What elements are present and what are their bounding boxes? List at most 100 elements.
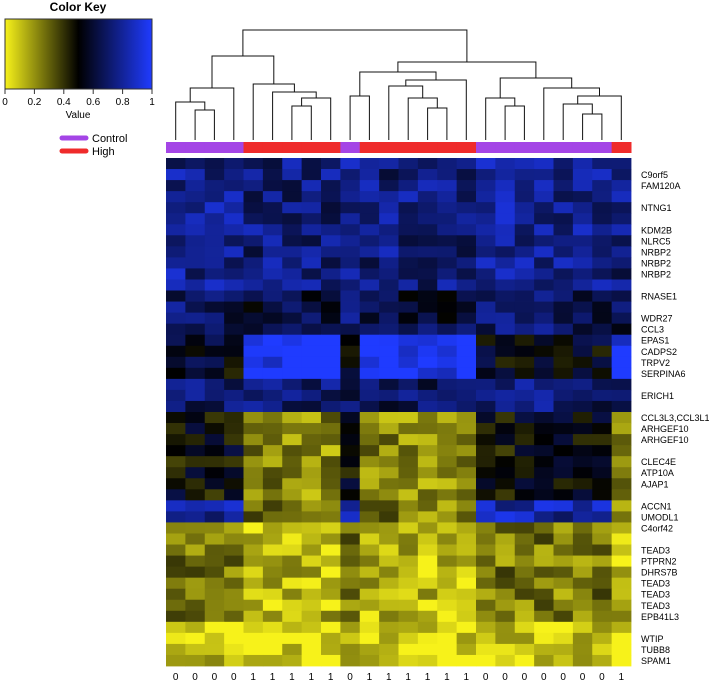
heatmap-cell [204, 544, 225, 556]
heatmap-cell [224, 621, 244, 634]
heatmap-cell [321, 621, 341, 634]
heatmap-cell [301, 213, 322, 225]
heatmap-cell [417, 301, 438, 314]
heatmap-cell [611, 511, 632, 523]
heatmap-cell [514, 621, 535, 634]
heatmap-cell [456, 489, 477, 501]
heatmap-cell [262, 246, 283, 258]
heatmap-cell [534, 389, 554, 402]
heatmap-cell [262, 555, 283, 568]
heatmap-cell [262, 323, 283, 336]
heatmap-cell [321, 434, 341, 446]
heatmap-cell [321, 246, 341, 258]
heatmap-cell [476, 445, 496, 457]
heatmap-cell [437, 467, 458, 479]
heatmap-cell [572, 533, 593, 545]
heatmap-cell [282, 544, 303, 556]
heatmap-cell [572, 654, 593, 667]
heatmap-cell [514, 378, 535, 391]
group-bar-cell [398, 142, 419, 153]
heatmap-cell [611, 389, 632, 402]
heatmap-cell [553, 224, 574, 236]
heatmap-cell [321, 169, 341, 181]
heatmap-cell [359, 500, 380, 512]
heatmap-cell [243, 202, 264, 214]
heatmap-cell [321, 599, 341, 612]
heatmap-cell [611, 412, 632, 424]
heatmap-cell [166, 268, 186, 280]
heatmap-cell [398, 257, 419, 269]
heatmap-cell [359, 456, 380, 468]
row-label: CLEC4E [641, 457, 676, 467]
heatmap-cell [456, 312, 477, 325]
heatmap-cell [340, 378, 361, 391]
heatmap-cell [514, 224, 535, 236]
heatmap-cell [476, 169, 496, 181]
heatmap-cell [476, 202, 496, 214]
row-label: TEAD3 [641, 579, 670, 589]
heatmap-cell [185, 599, 206, 612]
heatmap-cell [456, 279, 477, 291]
heatmap-cell [456, 621, 477, 634]
heatmap-cell [476, 180, 496, 192]
heatmap-cell [204, 279, 225, 291]
heatmap-cell [534, 235, 554, 247]
heatmap-cell [398, 588, 419, 601]
heatmap-cell [204, 478, 225, 490]
heatmap-cell [282, 643, 303, 656]
color-key-tick-label: 0.2 [27, 97, 41, 108]
heatmap-cell [340, 224, 361, 236]
heatmap-cell [476, 213, 496, 225]
heatmap-cell [456, 246, 477, 258]
heatmap-cell [379, 478, 399, 490]
heatmap-cell [379, 533, 399, 545]
heatmap-cell [282, 489, 303, 501]
heatmap-cell [417, 279, 438, 291]
heatmap-cell [398, 511, 419, 523]
heatmap-cell [301, 445, 322, 457]
group-bar-cell [243, 142, 264, 153]
heatmap-cell [262, 533, 283, 545]
heatmap-cell [398, 180, 419, 192]
heatmap-cell [204, 235, 225, 247]
heatmap-cell [534, 588, 554, 601]
heatmap-cell [282, 400, 303, 413]
heatmap-cell [379, 423, 399, 435]
heatmap-cell [282, 301, 303, 314]
row-label: CADPS2 [641, 347, 677, 357]
group-color-bar [166, 142, 632, 153]
heatmap-cell [243, 544, 264, 556]
heatmap-cell [321, 566, 341, 579]
heatmap-cell [611, 643, 632, 656]
heatmap-cell [359, 467, 380, 479]
heatmap-cell [514, 257, 535, 269]
heatmap-cell [185, 334, 206, 347]
heatmap-cell [456, 290, 477, 302]
heatmap-cell [437, 478, 458, 490]
row-label: PTPRN2 [641, 557, 677, 567]
heatmap-cell [572, 511, 593, 523]
heatmap-cell [514, 312, 535, 325]
heatmap-cell [282, 356, 303, 369]
heatmap-cell [514, 555, 535, 568]
heatmap-cell [340, 323, 361, 336]
heatmap-cell [282, 367, 303, 380]
row-label: CCL3L3,CCL3L1 [641, 413, 709, 423]
heatmap-cell [185, 213, 206, 225]
heatmap-cell [417, 389, 438, 402]
heatmap-cell [204, 456, 225, 468]
heatmap-cell [514, 290, 535, 302]
heatmap-cell [592, 522, 613, 534]
heatmap-cell [243, 191, 264, 203]
heatmap-cell [417, 378, 438, 391]
heatmap-cell [301, 312, 322, 325]
heatmap-cell [166, 632, 186, 645]
row-label: TEAD3 [641, 601, 670, 611]
row-label: RNASE1 [641, 292, 677, 302]
heatmap-cell [204, 610, 225, 623]
heatmap-cell [456, 367, 477, 380]
heatmap-cell [282, 467, 303, 479]
heatmap-cell [321, 290, 341, 302]
heatmap-cell [262, 378, 283, 391]
heatmap-cell [243, 323, 264, 336]
